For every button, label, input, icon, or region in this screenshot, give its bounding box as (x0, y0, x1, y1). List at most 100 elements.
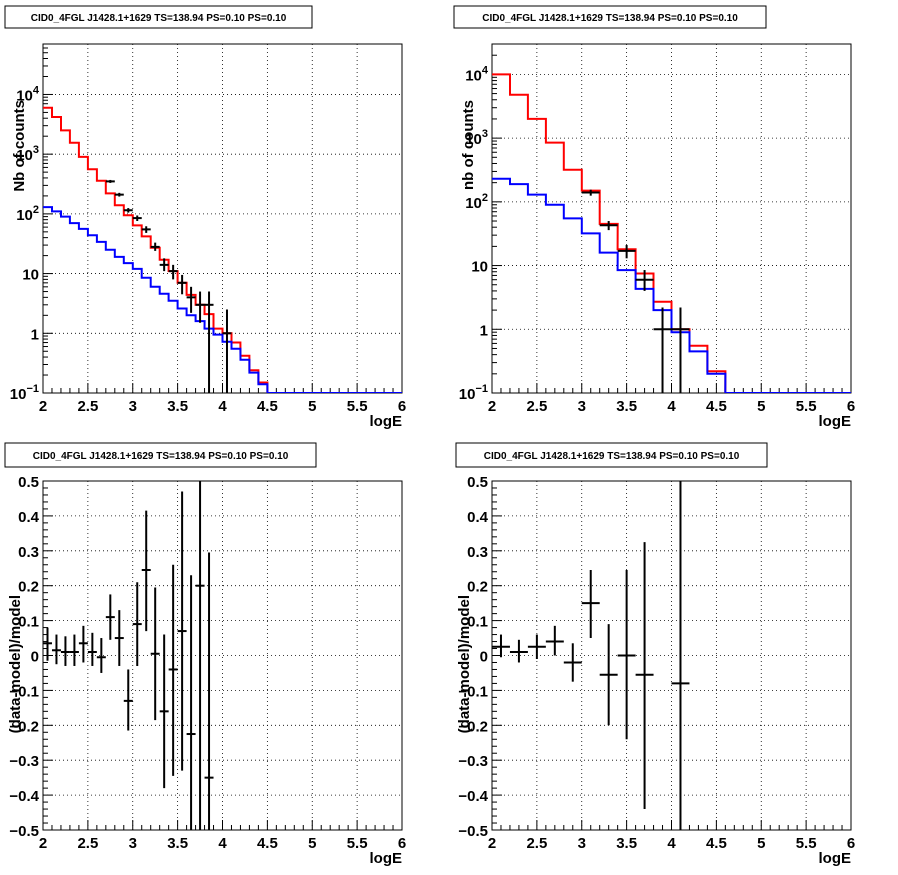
data-point (123, 669, 133, 731)
x-tick-label: 3.5 (616, 835, 637, 852)
y-tick-label: 10−1 (459, 383, 488, 403)
y-tick-label: −0.1 (458, 683, 488, 700)
y-tick-label: 10−1 (10, 383, 39, 403)
y-tick-label: −0.2 (9, 718, 39, 735)
title-box (4, 5, 313, 29)
data-point (69, 634, 79, 666)
grid (492, 44, 851, 393)
y-tick-label: 0.5 (18, 474, 39, 491)
data-point (105, 179, 115, 183)
data-point (186, 286, 196, 313)
data-point (141, 510, 151, 632)
x-axis: 2 2.5 3 3.5 4 4.5 5 5.5 6 (39, 820, 406, 852)
x-tick-label: 3 (578, 835, 586, 852)
data-point (186, 575, 196, 830)
title-box (4, 442, 317, 468)
y-tick-label: −0.3 (458, 753, 488, 770)
data-points (581, 189, 690, 393)
data-point (168, 564, 178, 776)
x-tick-label: 2.5 (526, 398, 547, 415)
y-axis: 10−1 1 10 102 103 104 (459, 43, 502, 403)
data-point (177, 491, 187, 771)
data-point (43, 627, 52, 661)
x-tick-label: 4 (667, 835, 676, 852)
y-tick-label: 0.4 (467, 509, 489, 526)
y-tick-label: 0 (31, 649, 39, 666)
y-axis-label: nb of counts (460, 100, 477, 190)
x-axis: 2 2.5 3 3.5 4 4.5 5 5.5 6 (488, 820, 855, 852)
x-tick-label: 4 (667, 398, 676, 415)
data-point (132, 582, 142, 666)
chart-panel-4: 2 2.5 3 3.5 4 4.5 5 5.5 6 −0.5 −0.4 −0.3 −0.2 −0.1 0 0.… (455, 442, 855, 867)
x-tick-label: 5 (308, 398, 316, 415)
data-point (150, 242, 160, 251)
grid (43, 481, 402, 830)
x-tick-label: 5.5 (347, 398, 368, 415)
title-box (455, 442, 768, 468)
data-point (159, 258, 169, 272)
data-point (653, 307, 672, 393)
y-tick-label: 0.2 (18, 579, 39, 596)
data-point (204, 291, 214, 393)
x-tick-label: 5.5 (796, 835, 817, 852)
data-point (78, 625, 88, 663)
series-blue-histogram (43, 206, 402, 393)
x-axis: 2 2.5 3 3.5 4 4.5 5 5.5 6 (39, 383, 406, 415)
data-point (60, 636, 70, 666)
data-point (581, 569, 600, 639)
data-point (545, 625, 564, 656)
y-tick-label: 0.1 (18, 614, 39, 631)
x-tick-label: 3 (129, 835, 137, 852)
data-point (599, 221, 618, 231)
data-point (123, 208, 133, 213)
y-tick-label: 104 (465, 64, 489, 84)
y-tick-label: 0.5 (467, 474, 488, 491)
data-point (114, 610, 124, 666)
x-tick-label: 3.5 (167, 835, 188, 852)
data-point (671, 481, 690, 830)
y-axis: −0.5 −0.4 −0.3 −0.2 −0.1 0 0.1 0.2 0.3 0.4 0.5 (9, 474, 53, 840)
x-tick-label: 2 (488, 398, 496, 415)
x-tick-label: 4 (218, 398, 227, 415)
y-tick-label: 1 (31, 326, 39, 343)
data-point (150, 587, 160, 721)
data-point (204, 552, 214, 830)
y-tick-label: 10 (471, 259, 488, 276)
x-axis-label: logE (819, 850, 852, 867)
y-tick-label: −0.2 (458, 718, 488, 735)
y-axis: −0.5 −0.4 −0.3 −0.2 −0.1 0 0.1 0.2 0.3 0.4 0.5 (458, 474, 502, 840)
data-point (599, 624, 618, 726)
data-points (105, 179, 232, 393)
y-tick-label: −0.3 (9, 753, 39, 770)
chart-panel-2: 2 2.5 3 3.5 4 4.5 5 5.5 6 10−1 1 10 102 103 104 CID0_4F… (453, 5, 855, 430)
y-tick-label: −0.1 (9, 683, 39, 700)
chart-title: CID0_4FGL J1428.1+1629 TS=138.94 PS=0.10… (31, 13, 287, 24)
y-tick-label: 0 (480, 649, 488, 666)
y-tick-label: 102 (16, 204, 39, 224)
x-axis-label: logE (370, 413, 403, 430)
y-tick-label: 104 (16, 84, 40, 104)
data-point (563, 643, 582, 682)
data-point (195, 481, 205, 830)
data-point (96, 638, 106, 673)
y-axis: 10−1 1 10 102 103 104 (10, 43, 53, 403)
y-tick-label: −0.4 (458, 788, 488, 805)
chart-title: CID0_4FGL J1428.1+1629 TS=138.94 PS=0.10… (33, 451, 289, 462)
x-tick-label: 6 (398, 835, 406, 852)
data-point (51, 634, 61, 665)
y-tick-label: 0.1 (467, 614, 488, 631)
x-tick-label: 2.5 (77, 835, 98, 852)
data-point (635, 542, 654, 810)
y-tick-label: −0.4 (9, 788, 39, 805)
x-tick-label: 6 (847, 398, 855, 415)
y-axis-label: (data-model)/model (7, 595, 24, 733)
data-point (581, 189, 600, 196)
x-tick-label: 2 (39, 398, 47, 415)
data-point (617, 569, 636, 740)
y-tick-label: 103 (16, 144, 39, 164)
x-tick-label: 4.5 (706, 835, 727, 852)
data-point (635, 270, 654, 291)
x-axis-label: logE (819, 413, 852, 430)
data-points (43, 481, 214, 830)
